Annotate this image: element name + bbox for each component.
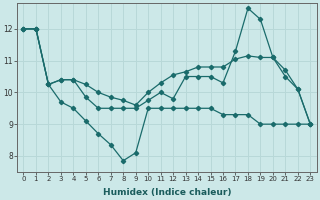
X-axis label: Humidex (Indice chaleur): Humidex (Indice chaleur) [103,188,231,197]
